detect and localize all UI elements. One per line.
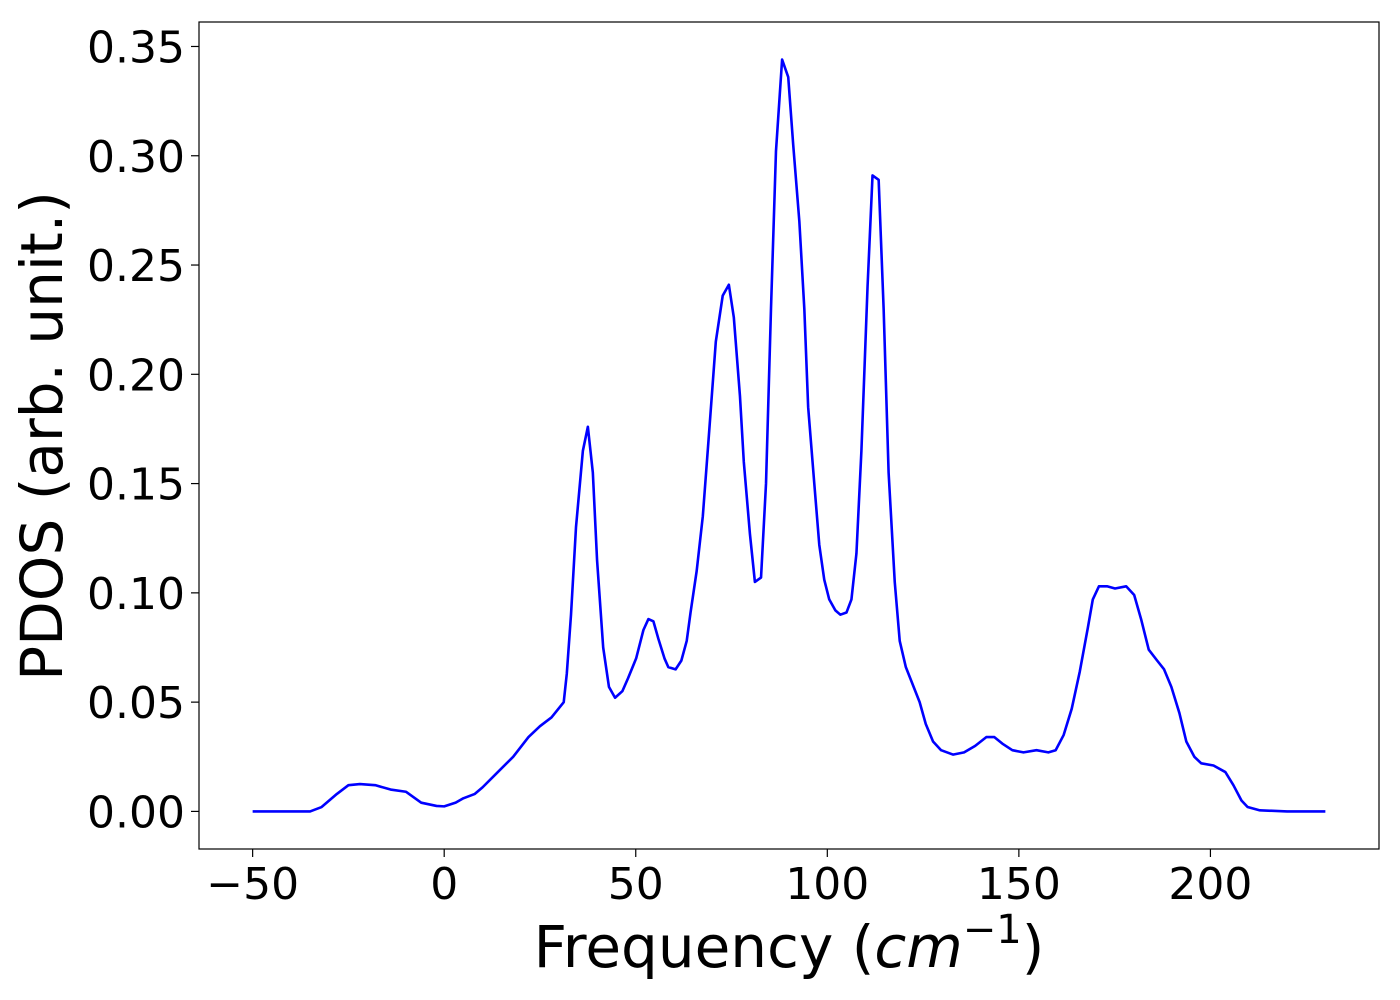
y-tick-label: 0.30	[87, 132, 185, 183]
data-line	[252, 58, 1326, 813]
plot-frame	[198, 21, 1380, 850]
y-tick-label: 0.35	[87, 22, 185, 73]
x-label-unit: cm	[874, 913, 962, 981]
x-axis-label: Frequency (cm−1)	[534, 907, 1045, 981]
x-label-exponent: −1	[963, 907, 1022, 953]
x-label-text: Frequency (	[534, 913, 875, 981]
x-tick-label: 150	[977, 859, 1061, 910]
x-tick-label: 100	[785, 859, 869, 910]
y-axis-label: PDOS (arb. unit.)	[8, 191, 76, 681]
y-tick-label: 0.05	[87, 678, 185, 729]
x-tick-label: −50	[206, 859, 299, 910]
x-tick-label: 200	[1168, 859, 1252, 910]
y-tick-label: 0.25	[87, 241, 185, 292]
y-tick-label: 0.20	[87, 350, 185, 401]
x-tick-label: 0	[430, 859, 458, 910]
x-label-text: )	[1022, 913, 1045, 981]
x-tick-label: 50	[608, 859, 664, 910]
y-tick-label: 0.10	[87, 569, 185, 620]
y-tick-label: 0.00	[87, 787, 185, 838]
y-tick-label: 0.15	[87, 460, 185, 511]
